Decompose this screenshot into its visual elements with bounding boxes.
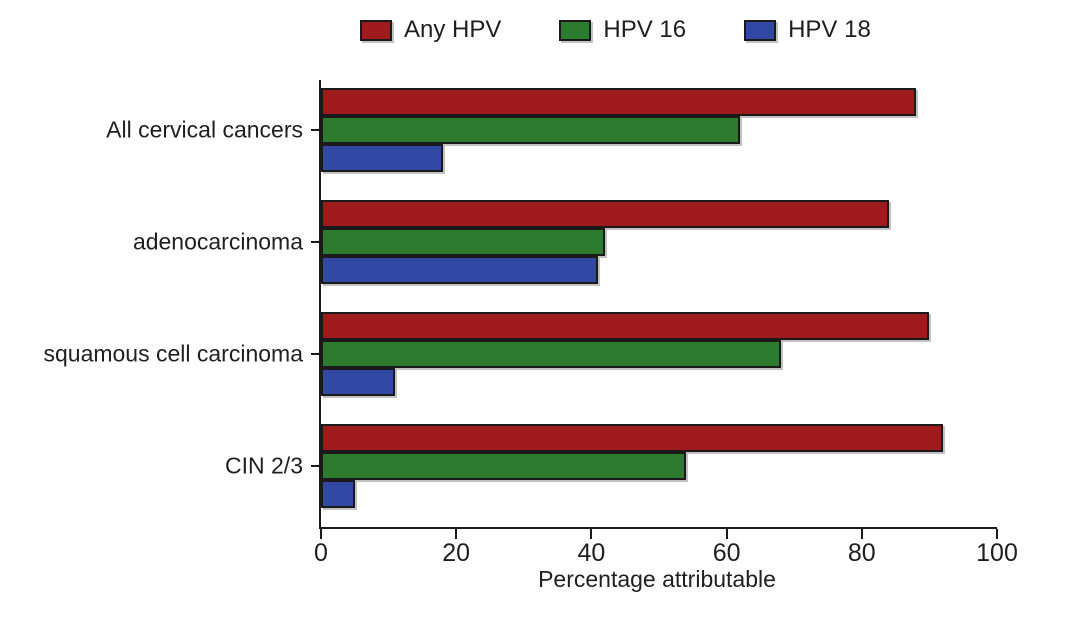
legend: Any HPV HPV 16 HPV 18 [360,18,871,42]
legend-item-any-hpv: Any HPV [360,18,501,42]
legend-swatch-any-hpv [360,19,392,41]
x-tick-label-100: 100 [976,539,1018,567]
x-axis-tick [590,529,593,539]
bar-hpv-18-adenocarcinoma [321,256,599,284]
bar-hpv-16-squamous-cell-carcinoma [321,340,781,368]
legend-swatch-hpv-18 [744,19,777,41]
bar-any-hpv-all-cervical-cancers [321,88,916,116]
category-labels: All cervical cancers adenocarcinoma squamo… [0,80,303,527]
legend-label-hpv-18: HPV 18 [788,16,871,43]
plot-area: 0 20 40 60 80 100 [311,80,1018,566]
bar-hpv-18-squamous-cell-carcinoma [321,368,396,396]
category-label-squamous-cell-carcinoma: squamous cell carcinoma [43,340,303,367]
legend-item-hpv-16: HPV 16 [559,18,686,42]
legend-label-hpv-16: HPV 16 [603,16,687,43]
legend-item-hpv-18: HPV 18 [744,18,871,42]
bar-group-squamous-cell-carcinoma [321,312,997,396]
y-axis-tick [311,129,319,131]
bar-hpv-18-cin-2-3 [321,480,355,508]
legend-label-any-hpv: Any HPV [404,16,502,43]
x-axis-tick [320,529,322,539]
x-axis-tick [725,529,728,539]
y-axis-tick [311,353,319,355]
bar-group-cin-2-3 [321,424,997,508]
x-tick-label-40: 40 [577,539,606,567]
bar-group-all-cervical-cancers [321,88,997,172]
x-axis-tick [860,529,863,539]
bar-any-hpv-cin-2-3 [321,424,943,452]
category-label-adenocarcinoma: adenocarcinoma [132,228,303,255]
y-axis-tick [311,465,319,467]
category-label-cin-2-3: CIN 2/3 [225,452,303,479]
x-tick-label-20: 20 [442,539,471,567]
bar-any-hpv-adenocarcinoma [321,200,889,228]
bar-hpv-16-all-cervical-cancers [321,116,741,144]
category-label-all-cervical-cancers: All cervical cancers [106,116,303,143]
x-tick-label-80: 80 [847,539,876,567]
x-axis-tick [455,529,458,539]
bar-hpv-16-cin-2-3 [321,452,687,480]
x-tick-label-60: 60 [712,539,741,567]
x-axis-title: Percentage attributable [538,566,776,592]
bar-group-adenocarcinoma [321,200,997,284]
legend-swatch-hpv-16 [559,19,592,41]
x-axis-tick [996,529,998,539]
bar-any-hpv-squamous-cell-carcinoma [321,312,930,340]
bar-hpv-18-all-cervical-cancers [321,144,443,172]
bar-hpv-16-adenocarcinoma [321,228,605,256]
x-tick-label-0: 0 [314,539,328,567]
y-axis-tick [311,241,319,243]
